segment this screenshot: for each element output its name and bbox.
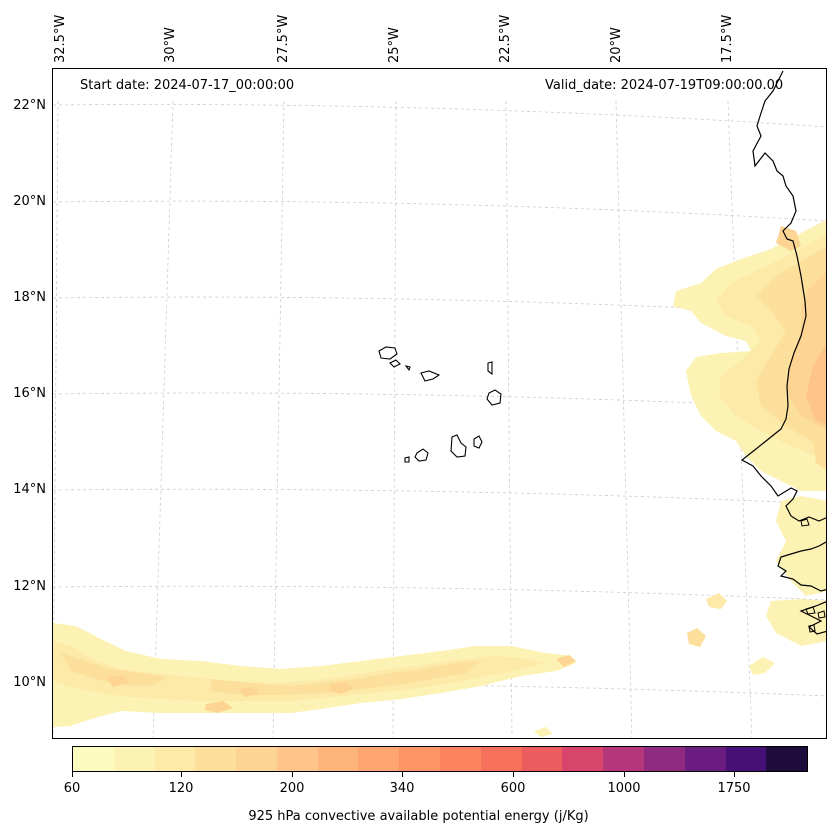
coastal-islands	[800, 518, 826, 633]
colorbar-title: 925 hPa convective available potential e…	[248, 809, 589, 824]
colorbar-tick-label-1750: 1750	[717, 781, 751, 796]
colorbar-tick-label-60: 60	[63, 781, 81, 796]
lon-label-25w: 25°W	[387, 27, 402, 63]
colorbar-segment-14	[643, 747, 685, 771]
start-date-label: Start date: 2024-07-17_00:00:00	[80, 78, 295, 93]
colorbar-segment-10	[480, 747, 522, 771]
colorbar-segment-17	[766, 747, 808, 771]
africa-coastline	[740, 70, 826, 635]
lon-label-17-5w: 17.5°W	[720, 14, 735, 63]
colorbar-segment-0	[73, 747, 114, 771]
colorbar-tick-label-1000: 1000	[607, 781, 641, 796]
lon-label-32-5w: 32.5°W	[53, 14, 68, 63]
colorbar-segment-6	[317, 747, 359, 771]
lat-label-22n: 22°N	[13, 98, 46, 113]
lat-label-18n: 18°N	[13, 290, 46, 305]
colorbar-tick-label-600: 600	[500, 781, 526, 796]
colorbar-segment-1	[113, 747, 155, 771]
lat-label-12n: 12°N	[13, 579, 46, 594]
colorbar-segment-7	[358, 747, 400, 771]
colorbar-segment-11	[521, 747, 563, 771]
colorbar-tick	[72, 772, 73, 777]
colorbar-tick	[181, 772, 182, 777]
cape-verde-islands	[378, 346, 502, 463]
cape-shading-south	[53, 623, 576, 737]
colorbar-tick-label-340: 340	[389, 781, 415, 796]
lon-label-30w: 30°W	[163, 27, 178, 63]
meridian-gridlines	[53, 100, 753, 738]
colorbar-tick-label-200: 200	[279, 781, 305, 796]
cape-shading-east	[673, 220, 826, 675]
colorbar-tick	[734, 772, 735, 777]
lon-label-27-5w: 27.5°W	[276, 14, 291, 63]
colorbar-tick	[624, 772, 625, 777]
colorbar-tick-label-120: 120	[168, 781, 194, 796]
colorbar-segment-4	[236, 747, 277, 771]
lat-label-20n: 20°N	[13, 194, 46, 209]
colorbar-tick	[292, 772, 293, 777]
colorbar-segment-2	[154, 747, 196, 771]
colorbar	[72, 746, 808, 772]
colorbar-segment-12	[562, 747, 604, 771]
colorbar-tick	[513, 772, 514, 777]
lon-label-22-5w: 22.5°W	[498, 14, 513, 63]
lat-label-16n: 16°N	[13, 386, 46, 401]
map-panel: Start date: 2024-07-17_00:00:00 Valid_da…	[52, 68, 827, 739]
colorbar-segment-9	[440, 747, 481, 771]
lat-label-14n: 14°N	[13, 482, 46, 497]
colorbar-segment-15	[684, 747, 726, 771]
colorbar-segment-3	[195, 747, 237, 771]
colorbar-segment-16	[725, 747, 767, 771]
lat-label-10n: 10°N	[13, 675, 46, 690]
map-canvas	[53, 70, 826, 738]
colorbar-segment-8	[399, 747, 441, 771]
colorbar-segment-5	[276, 747, 318, 771]
valid-date-label: Valid_date: 2024-07-19T09:00:00.00	[545, 78, 784, 93]
colorbar-segment-13	[603, 747, 644, 771]
lon-label-20w: 20°W	[609, 27, 624, 63]
colorbar-tick	[402, 772, 403, 777]
